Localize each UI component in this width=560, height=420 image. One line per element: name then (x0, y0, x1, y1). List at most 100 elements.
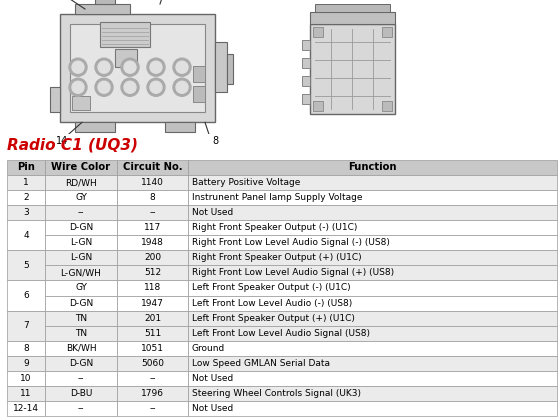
Bar (165, 122, 195, 132)
Text: Not Used: Not Used (192, 208, 233, 217)
Text: 1948: 1948 (141, 238, 164, 247)
Text: 200: 200 (144, 253, 161, 262)
Bar (45, 265, 117, 281)
Bar (117, 401, 188, 416)
Text: 10: 10 (20, 374, 32, 383)
Bar (302, 40, 310, 50)
Text: 11: 11 (20, 389, 32, 398)
Circle shape (150, 61, 162, 73)
Bar (70, 24, 205, 112)
Circle shape (121, 78, 139, 96)
Bar (45, 341, 117, 356)
Text: --: -- (78, 374, 85, 383)
Text: 9: 9 (23, 359, 29, 368)
Text: Wire Color: Wire Color (52, 163, 110, 173)
Text: D-BU: D-BU (70, 389, 92, 398)
Text: 117: 117 (144, 223, 161, 232)
Text: 1140: 1140 (141, 178, 164, 187)
Bar (382, 101, 392, 111)
Text: GY: GY (75, 284, 87, 292)
Bar (188, 326, 557, 341)
Bar (302, 76, 310, 86)
Bar (7, 386, 45, 401)
Circle shape (124, 81, 136, 93)
Text: L-GN: L-GN (70, 253, 92, 262)
Bar (188, 356, 557, 371)
Bar (7, 190, 45, 205)
Bar (117, 160, 188, 175)
Text: Right Front Low Level Audio Signal (-) (US8): Right Front Low Level Audio Signal (-) (… (192, 238, 390, 247)
Text: 1796: 1796 (141, 389, 164, 398)
Bar (117, 326, 188, 341)
Bar (117, 205, 188, 220)
Bar (188, 250, 557, 265)
Bar (310, 24, 395, 114)
Bar (117, 190, 188, 205)
Bar (75, 122, 115, 132)
Circle shape (173, 58, 191, 76)
Bar (45, 281, 117, 296)
Circle shape (72, 81, 84, 93)
Circle shape (147, 78, 165, 96)
Bar (117, 371, 188, 386)
Text: Right Front Speaker Output (+) (U1C): Right Front Speaker Output (+) (U1C) (192, 253, 361, 262)
Bar (7, 205, 45, 220)
Bar (7, 401, 45, 416)
Bar (188, 235, 557, 250)
Text: Pin: Pin (17, 163, 35, 173)
Circle shape (95, 78, 113, 96)
Bar (310, 12, 395, 24)
Text: RD/WH: RD/WH (65, 178, 97, 187)
Text: 1051: 1051 (141, 344, 164, 353)
Bar (188, 401, 557, 416)
Bar (188, 190, 557, 205)
Bar (117, 296, 188, 310)
Text: Radio C1 (UQ3): Radio C1 (UQ3) (7, 137, 138, 152)
Bar (117, 386, 188, 401)
Text: --: -- (78, 208, 85, 217)
Bar (188, 386, 557, 401)
Bar (45, 205, 117, 220)
Circle shape (176, 81, 188, 93)
Bar (45, 250, 117, 265)
Text: Ground: Ground (192, 344, 225, 353)
Bar (7, 281, 45, 310)
Text: Left Front Speaker Output (-) (U1C): Left Front Speaker Output (-) (U1C) (192, 284, 351, 292)
Text: 8: 8 (150, 193, 156, 202)
Bar (313, 27, 323, 37)
Bar (7, 341, 45, 356)
Text: --: -- (150, 208, 156, 217)
Text: Left Front Low Level Audio Signal (US8): Left Front Low Level Audio Signal (US8) (192, 329, 370, 338)
Text: 14: 14 (56, 136, 68, 147)
Bar (302, 58, 310, 68)
Text: Instrunent Panel lamp Supply Voltage: Instrunent Panel lamp Supply Voltage (192, 193, 362, 202)
Bar (117, 341, 188, 356)
Bar (45, 175, 117, 190)
Circle shape (95, 58, 113, 76)
Bar (193, 86, 205, 102)
Text: --: -- (78, 404, 85, 413)
Bar (313, 101, 323, 111)
Text: 8: 8 (23, 344, 29, 353)
Text: 118: 118 (144, 284, 161, 292)
Text: Not Used: Not Used (192, 374, 233, 383)
Text: 511: 511 (144, 329, 161, 338)
Bar (45, 326, 117, 341)
Text: Function: Function (348, 163, 397, 173)
Bar (45, 310, 117, 326)
Bar (95, 0, 115, 4)
Circle shape (147, 58, 165, 76)
Text: 8: 8 (212, 136, 218, 147)
Text: --: -- (150, 374, 156, 383)
Text: Not Used: Not Used (192, 404, 233, 413)
Text: 6: 6 (23, 291, 29, 300)
Text: 5060: 5060 (141, 359, 164, 368)
Text: L-GN/WH: L-GN/WH (60, 268, 101, 278)
Text: 1: 1 (23, 178, 29, 187)
Bar (45, 401, 117, 416)
Bar (188, 160, 557, 175)
Bar (117, 175, 188, 190)
Text: Right Front Low Level Audio Signal (+) (US8): Right Front Low Level Audio Signal (+) (… (192, 268, 394, 278)
Bar (45, 220, 117, 235)
Bar (7, 175, 45, 190)
